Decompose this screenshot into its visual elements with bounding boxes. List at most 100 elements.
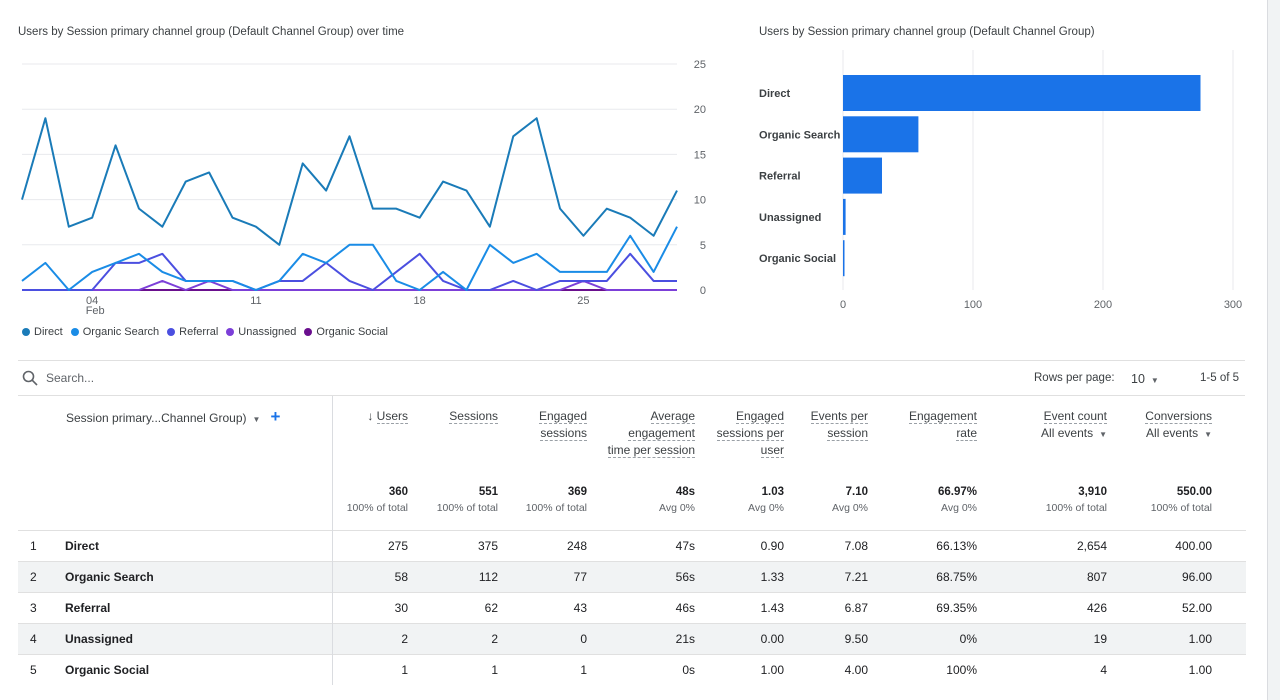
legend-item[interactable]: Organic Social [304,326,388,338]
total-value: 551 [478,486,498,498]
bar-chart: 0 100 200 300 Direct Organic Search Referral Un… [759,50,1242,311]
series-line-unassigned [22,279,677,291]
y-tick-label: 5 [700,240,706,252]
table-row[interactable]: 5 Organic Social 1 1 1 0s 1.00 4.00 100% 4 1.00 [18,653,1246,685]
divider [18,360,1245,361]
bar-organic-social[interactable] [843,240,845,277]
column-label: Conversions [1145,409,1212,424]
legend-dot-icon [167,328,176,336]
sort-arrow-icon[interactable]: ↓ [367,409,374,423]
table-row[interactable]: 3 Referral 30 62 43 46s 1.43 6.87 69.35% 426 52.00 [18,591,1246,623]
total-subtext: Avg 0% [659,502,695,514]
metric-value: 1.00 [1117,653,1246,685]
metric-value: 1.00 [1117,622,1246,654]
legend-dot-icon [70,328,79,336]
column-label: Event count [1043,409,1107,424]
metric-value: 2 [332,622,418,654]
total-cell: 66.97% Avg 0% [878,486,987,530]
total-value: 1.03 [761,486,784,498]
legend-item[interactable]: Unassigned [226,326,296,338]
dimension-value[interactable]: Direct [58,529,333,561]
column-header-event-count[interactable]: Event count All events ▼ [987,396,1117,486]
column-header-events-per-session[interactable]: Events per session [794,396,878,486]
row-index: 2 [18,560,58,592]
rows-per-page-select[interactable]: 10 ▼ [1131,372,1159,386]
column-header-users[interactable]: ↓ Users [332,396,418,486]
metric-value: 30 [332,591,418,623]
divider [18,395,1245,396]
metric-value: 96.00 [1117,560,1246,592]
metric-filter-select[interactable]: All events ▼ [1146,426,1212,440]
row-index: 5 [18,653,58,685]
metric-value: 1.00 [705,653,794,685]
search-input[interactable]: Search... [22,370,94,386]
metric-value: 0s [597,653,705,685]
metric-value: 4.00 [794,653,878,685]
search-icon [22,370,38,386]
metric-value: 0.90 [705,529,794,561]
metric-value: 807 [987,560,1117,592]
table-row[interactable]: 2 Organic Search 58 112 77 56s 1.33 7.21 68.75% 8… [18,560,1246,592]
column-header-engaged-sessions-per-user[interactable]: Engaged sessions per user [705,396,794,486]
bar-direct[interactable] [843,75,1201,111]
table-row[interactable]: 4 Unassigned 2 2 0 21s 0.00 9.50 0% 19 1.00 [18,622,1246,654]
x-tick-label: 25 [577,295,589,307]
bar-category-label: Direct [759,88,791,100]
total-cell: 1.03 Avg 0% [705,486,794,530]
bar-unassigned[interactable] [843,198,846,235]
legend-item[interactable]: Referral [167,326,218,338]
column-header-engaged-sessions[interactable]: Engaged sessions [508,396,597,486]
total-subtext: 100% of total [1150,502,1212,514]
table-row[interactable]: 1 Direct 275 375 248 47s 0.90 7.08 66.13% 2,654 40… [18,529,1246,561]
bar-referral[interactable] [843,157,882,194]
metric-value: 1 [508,653,597,685]
total-value: 369 [567,486,587,498]
bar-chart-title: Users by Session primary channel group (… [759,26,1095,38]
x-tick-label: 04 [86,295,98,307]
y-tick-label: 25 [694,59,706,71]
x-tick-label: 18 [414,295,426,307]
total-subtext: 100% of total [1045,502,1107,514]
metric-filter-select[interactable]: All events ▼ [1041,426,1107,440]
column-header-engagement-rate[interactable]: Engagement rate [878,396,987,486]
dimension-value[interactable]: Unassigned [58,622,333,654]
legend-item[interactable]: Organic Search [70,326,159,338]
caret-down-icon[interactable]: ▼ [252,415,261,424]
x-tick-label: 300 [1224,299,1242,311]
bar-organic-search[interactable] [843,116,919,153]
total-value: 66.97% [937,486,977,498]
metric-value: 4 [987,653,1117,685]
metric-value: 1 [418,653,508,685]
total-cell: 360 100% of total [332,486,418,530]
metric-value: 375 [418,529,508,561]
column-label: Engaged sessions per user [716,409,784,458]
dimension-header[interactable]: Session primary...Channel Group) ▼ + [18,396,333,486]
legend-label: Direct [34,326,63,338]
metric-filter-value: All events [1041,426,1094,440]
metric-value: 21s [597,622,705,654]
column-header-sessions[interactable]: Sessions [418,396,508,486]
dimension-value[interactable]: Referral [58,591,333,623]
legend-item[interactable]: Direct [22,326,63,338]
metric-value: 62 [418,591,508,623]
row-index: 4 [18,622,58,654]
metric-value: 43 [508,591,597,623]
dimension-value[interactable]: Organic Search [58,560,333,592]
column-header-average-engagement-time-per-session[interactable]: Average engagement time per session [597,396,705,486]
total-cell: 550.00 100% of total [1117,486,1246,530]
total-subtext: 100% of total [436,502,498,514]
dimension-value[interactable]: Organic Social [58,653,333,685]
metric-value: 9.50 [794,622,878,654]
y-tick-label: 0 [700,285,706,297]
column-header-conversions[interactable]: Conversions All events ▼ [1117,396,1246,486]
total-cell: 48s Avg 0% [597,486,705,530]
chart-legend: Direct Organic Search Referral Unassigned Or… [22,326,388,338]
row-index: 1 [18,529,58,561]
total-subtext: Avg 0% [941,502,977,514]
column-label: Events per session [810,409,868,441]
metric-value: 69.35% [878,591,987,623]
pagination-text: 1-5 of 5 [1200,372,1239,384]
add-dimension-icon[interactable]: + [270,407,281,426]
metric-value: 7.08 [794,529,878,561]
